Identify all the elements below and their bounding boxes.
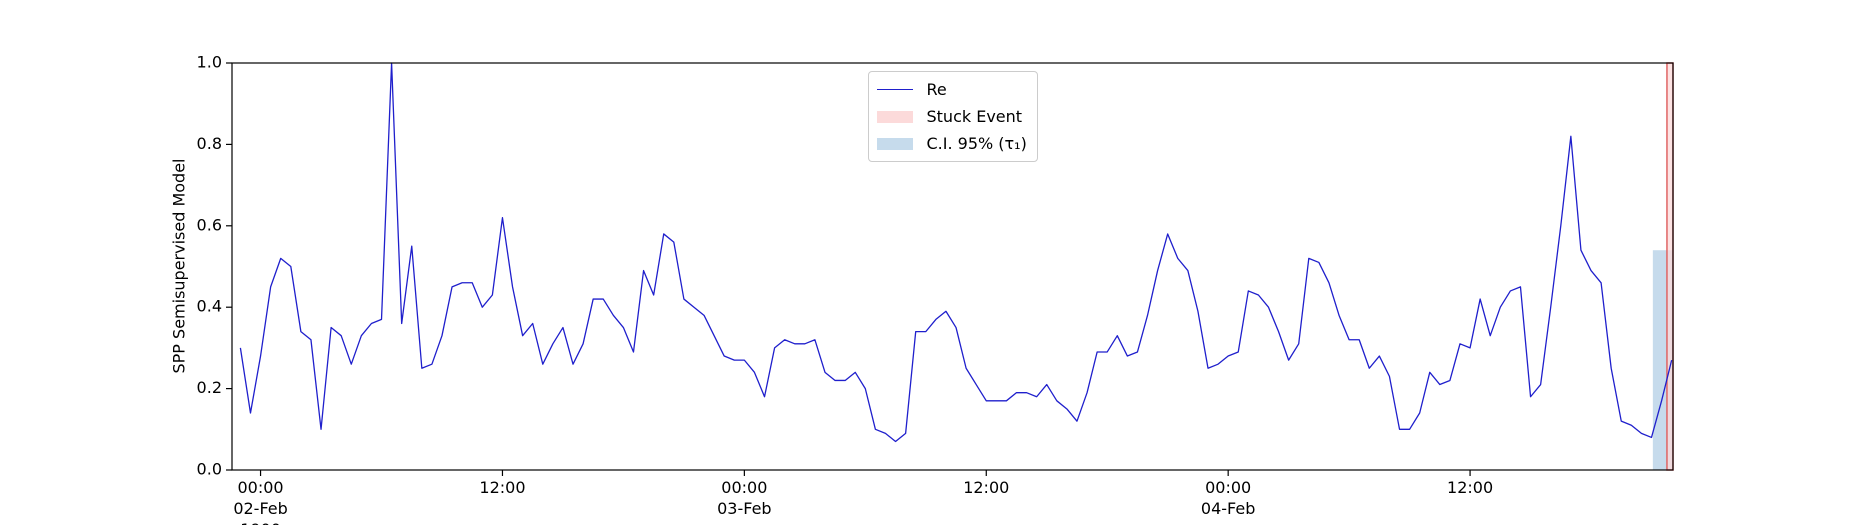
legend-label: Re	[926, 80, 947, 99]
legend-swatch	[876, 110, 913, 123]
data-line	[239, 62, 1673, 443]
y-tick-label: 0.4	[197, 297, 222, 316]
legend: Re Stuck Event C.I. 95% (τ₁)	[867, 71, 1038, 162]
x-tick-label: 12:00	[479, 478, 526, 497]
x-tick-label: 00:00 02-Feb 1900	[233, 478, 288, 525]
x-tick-label: 12:00	[963, 478, 1010, 497]
x-tick-label: 12:00	[1447, 478, 1494, 497]
legend-label: C.I. 95% (τ₁)	[926, 134, 1027, 153]
y-tick-label: 0.0	[197, 460, 222, 479]
y-tick-label: 0.6	[197, 215, 222, 234]
legend-swatch	[876, 89, 913, 90]
legend-item: Re	[876, 76, 1027, 103]
x-tick-label: 00:00 03-Feb	[717, 478, 772, 518]
legend-item: C.I. 95% (τ₁)	[876, 130, 1027, 157]
legend-swatch	[876, 137, 913, 150]
axes-frame	[231, 62, 1674, 471]
x-tick-label: 00:00 04-Feb	[1200, 478, 1256, 518]
legend-item: Stuck Event	[876, 103, 1027, 130]
legend-label: Stuck Event	[926, 107, 1023, 126]
stuck-event-span	[1666, 62, 1674, 471]
y-axis-label: SPP Semisupervised Model	[170, 159, 189, 374]
y-tick-label: 0.8	[197, 134, 222, 153]
y-tick-label: 1.0	[197, 53, 222, 72]
y-tick-label: 0.2	[197, 378, 222, 397]
